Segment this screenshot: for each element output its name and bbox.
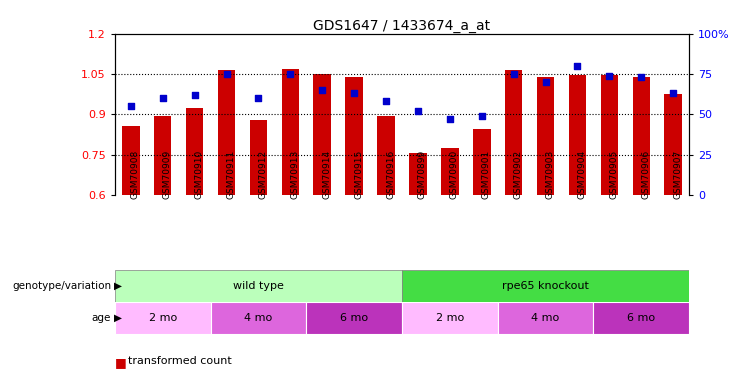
Bar xyxy=(568,75,586,195)
Point xyxy=(667,90,679,96)
Text: GSM70902: GSM70902 xyxy=(514,150,522,199)
Text: transformed count: transformed count xyxy=(128,356,232,366)
Text: genotype/variation: genotype/variation xyxy=(12,281,111,291)
Bar xyxy=(601,75,618,195)
Bar xyxy=(154,116,171,195)
Point xyxy=(253,95,265,101)
Text: GSM70906: GSM70906 xyxy=(641,150,651,199)
Text: GSM70909: GSM70909 xyxy=(163,150,172,199)
Text: 6 mo: 6 mo xyxy=(340,313,368,323)
Text: GSM70910: GSM70910 xyxy=(195,150,204,199)
Bar xyxy=(665,94,682,195)
Bar xyxy=(218,70,236,195)
Bar xyxy=(313,74,331,195)
Point xyxy=(571,63,583,69)
Text: 6 mo: 6 mo xyxy=(627,313,655,323)
Bar xyxy=(250,120,268,195)
Text: GSM70903: GSM70903 xyxy=(545,150,554,199)
Bar xyxy=(210,302,306,334)
Text: ▶: ▶ xyxy=(114,313,122,323)
Text: GSM70915: GSM70915 xyxy=(354,150,363,199)
Bar xyxy=(345,77,363,195)
Point xyxy=(285,71,296,77)
Title: GDS1647 / 1433674_a_at: GDS1647 / 1433674_a_at xyxy=(313,19,491,33)
Point xyxy=(508,71,519,77)
Point xyxy=(348,90,360,96)
Text: GSM70901: GSM70901 xyxy=(482,150,491,199)
Text: age: age xyxy=(92,313,111,323)
Text: 4 mo: 4 mo xyxy=(531,313,559,323)
Point xyxy=(603,73,615,79)
Bar xyxy=(402,302,498,334)
Bar xyxy=(441,148,459,195)
Text: 2 mo: 2 mo xyxy=(149,313,177,323)
Bar xyxy=(409,153,427,195)
Text: 2 mo: 2 mo xyxy=(436,313,464,323)
Point xyxy=(444,116,456,122)
Point xyxy=(316,87,328,93)
Point xyxy=(412,108,424,114)
Bar xyxy=(306,302,402,334)
Bar xyxy=(282,69,299,195)
Text: GSM70913: GSM70913 xyxy=(290,150,299,199)
Text: GSM70907: GSM70907 xyxy=(673,150,682,199)
Text: GSM70912: GSM70912 xyxy=(259,150,268,199)
Text: GSM70900: GSM70900 xyxy=(450,150,459,199)
Text: GSM70916: GSM70916 xyxy=(386,150,395,199)
Point xyxy=(125,103,137,110)
Point xyxy=(380,99,392,105)
Point xyxy=(157,95,169,101)
Text: 4 mo: 4 mo xyxy=(245,313,273,323)
Bar xyxy=(377,116,395,195)
Bar xyxy=(115,270,402,302)
Text: wild type: wild type xyxy=(233,281,284,291)
Point xyxy=(476,113,488,119)
Text: GSM70904: GSM70904 xyxy=(577,150,586,199)
Bar xyxy=(115,302,210,334)
Point xyxy=(635,74,647,80)
Text: GSM70914: GSM70914 xyxy=(322,150,331,199)
Text: ▶: ▶ xyxy=(114,281,122,291)
Bar xyxy=(402,270,689,302)
Bar xyxy=(498,302,594,334)
Text: GSM70905: GSM70905 xyxy=(609,150,619,199)
Text: GSM70899: GSM70899 xyxy=(418,150,427,199)
Point xyxy=(221,71,233,77)
Bar xyxy=(505,70,522,195)
Bar xyxy=(122,126,139,195)
Bar xyxy=(473,129,491,195)
Bar xyxy=(594,302,689,334)
Point xyxy=(539,79,551,85)
Point xyxy=(189,92,201,98)
Bar xyxy=(186,108,203,195)
Bar xyxy=(633,77,650,195)
Text: GSM70908: GSM70908 xyxy=(131,150,140,199)
Text: GSM70911: GSM70911 xyxy=(227,150,236,199)
Text: ■: ■ xyxy=(115,356,127,369)
Text: rpe65 knockout: rpe65 knockout xyxy=(502,281,589,291)
Bar xyxy=(536,77,554,195)
